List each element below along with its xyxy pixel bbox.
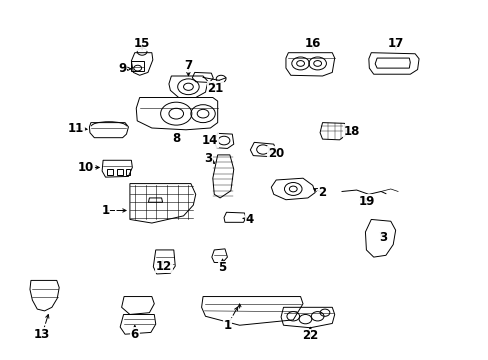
Text: 19: 19 [358, 195, 374, 208]
Text: 1: 1 [102, 204, 109, 217]
Text: 21: 21 [207, 82, 223, 95]
Text: 18: 18 [343, 125, 359, 138]
Text: 5: 5 [218, 261, 226, 274]
Text: 1: 1 [223, 319, 231, 332]
Text: 3: 3 [379, 231, 386, 244]
Text: 16: 16 [304, 37, 320, 50]
Text: 7: 7 [184, 59, 192, 72]
Text: 6: 6 [130, 328, 139, 341]
Text: 11: 11 [68, 122, 84, 135]
Text: 14: 14 [202, 134, 218, 147]
Text: 9: 9 [118, 62, 126, 75]
Text: 2: 2 [318, 186, 326, 199]
Text: 20: 20 [267, 147, 284, 159]
Text: 17: 17 [387, 37, 403, 50]
Text: 10: 10 [78, 161, 94, 174]
Text: 4: 4 [245, 213, 253, 226]
Text: 15: 15 [134, 37, 150, 50]
Text: 8: 8 [172, 132, 180, 145]
Text: 3: 3 [203, 152, 212, 165]
Text: 22: 22 [302, 329, 318, 342]
Text: 13: 13 [34, 328, 50, 341]
Text: 12: 12 [156, 260, 172, 273]
